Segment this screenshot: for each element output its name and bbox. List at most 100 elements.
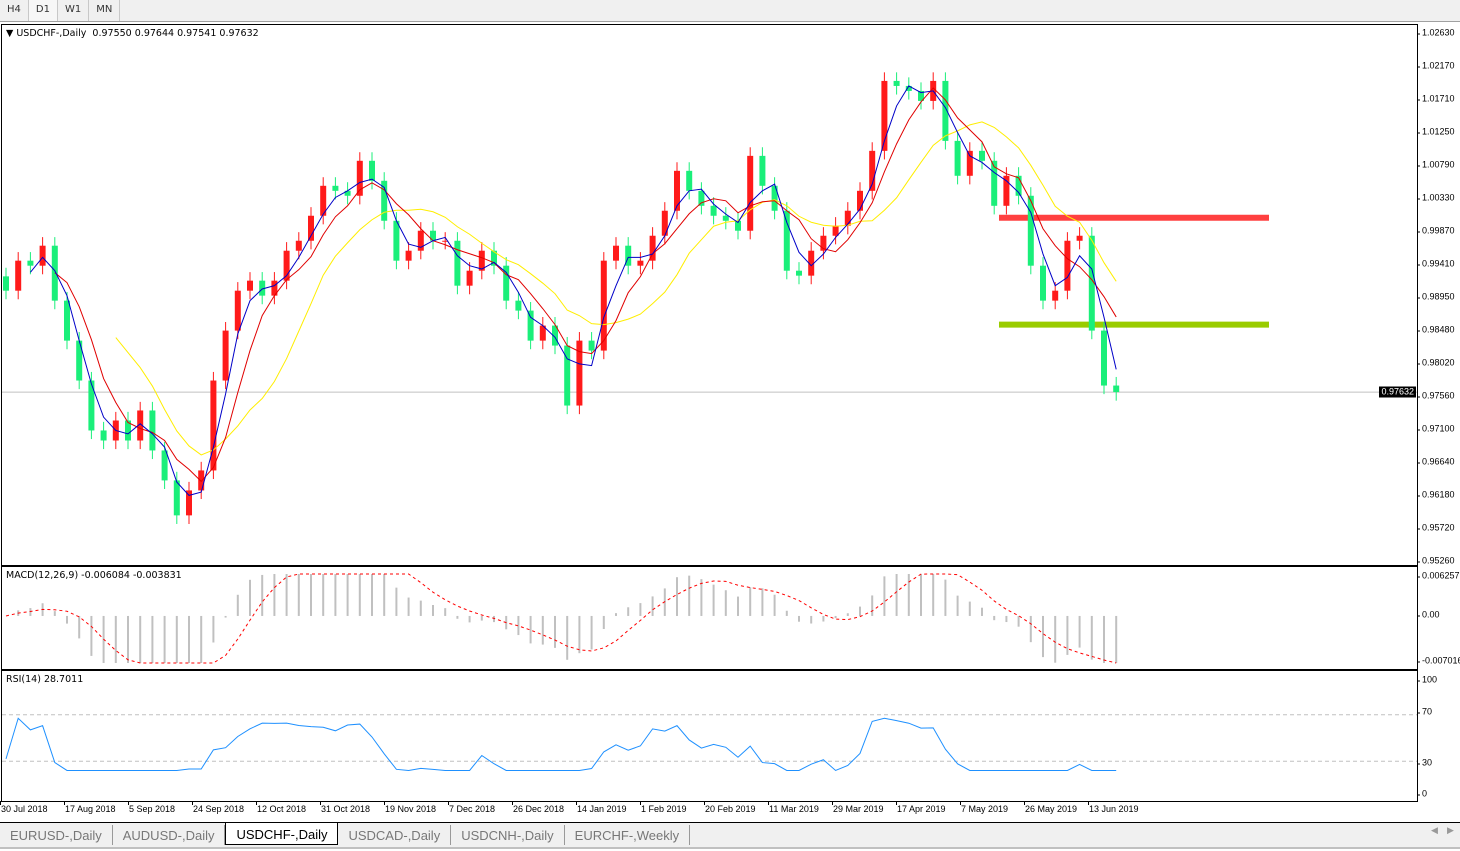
date-label: 26 Dec 2018 — [511, 801, 565, 814]
timeframe-h4[interactable]: H4 — [0, 0, 29, 21]
timeframe-w1[interactable]: W1 — [58, 0, 90, 21]
candle-body — [649, 235, 656, 261]
tab-audusd-daily[interactable]: AUDUSD-,Daily — [113, 825, 226, 845]
price-axis-label: 1.00790 — [1417, 159, 1455, 170]
price-chart — [2, 72, 1417, 524]
candle-body — [893, 80, 900, 86]
candle-body — [149, 410, 156, 451]
rsi-pane[interactable]: RSI(14) 28.7011 — [1, 670, 1418, 802]
scroll-right-icon[interactable]: ▶ — [1447, 826, 1454, 836]
rsi-axis-70: 70 — [1416, 706, 1433, 717]
macd-label: MACD(12,26,9) -0.006084 -0.003831 — [6, 570, 182, 581]
candle-body — [210, 380, 217, 471]
candle-body — [295, 240, 302, 251]
candle-body — [674, 170, 680, 211]
price-axis-label: 0.96640 — [1417, 456, 1455, 467]
candle-body — [15, 260, 22, 291]
candle-body — [991, 160, 998, 206]
rsi-axis-30: 30 — [1416, 757, 1433, 768]
moving-average-10 — [54, 87, 1117, 483]
macd-axis: 0.006257 0.00 -0.007016 — [1417, 566, 1460, 668]
candle-body — [186, 490, 192, 516]
price-axis-label: 0.97100 — [1417, 423, 1455, 434]
ohlc-close: 0.97632 — [219, 28, 259, 39]
price-axis-label: 0.99410 — [1417, 258, 1455, 269]
timeframe-d1[interactable]: D1 — [28, 0, 58, 21]
candle-body — [588, 340, 595, 351]
candle-body — [722, 215, 729, 221]
candle-body — [1015, 175, 1022, 196]
date-label: 17 Apr 2019 — [896, 801, 946, 814]
candle-body — [247, 280, 253, 291]
candle-body — [1064, 240, 1071, 291]
candle-body — [405, 250, 412, 261]
candle-body — [747, 155, 754, 231]
candle-body — [698, 190, 705, 206]
price-axis-label: 0.98950 — [1417, 291, 1455, 302]
candle-body — [320, 185, 327, 216]
candle-body — [771, 185, 778, 211]
candle-body — [979, 150, 985, 161]
macd-chart — [5, 573, 1118, 664]
rsi-axis: 100 70 30 0 — [1416, 670, 1460, 800]
tab-usdchf-daily[interactable]: USDCHF-,Daily — [225, 823, 339, 845]
candle-body — [259, 280, 266, 296]
candle-body — [808, 250, 815, 276]
candle-body — [3, 276, 9, 291]
candle-body — [942, 80, 949, 141]
candle-body — [64, 300, 70, 341]
scroll-left-icon[interactable]: ◀ — [1431, 826, 1438, 836]
date-label: 20 Feb 2019 — [704, 801, 756, 814]
date-label: 11 Mar 2019 — [768, 801, 819, 814]
price-axis-label: 1.01250 — [1417, 126, 1455, 137]
rsi-line — [5, 717, 1117, 772]
moving-average-20 — [115, 121, 1117, 456]
timeframe-mn[interactable]: MN — [89, 0, 121, 21]
candle-body — [820, 235, 827, 251]
candle-body — [625, 245, 632, 266]
date-label: 26 May 2019 — [1023, 801, 1078, 814]
candle-body — [430, 230, 436, 241]
candle-body — [1076, 235, 1083, 241]
macd-pane[interactable]: MACD(12,26,9) -0.006084 -0.003831 — [1, 566, 1418, 670]
candle-body — [173, 480, 180, 516]
tab-eurusd-daily[interactable]: EURUSD-,Daily — [0, 825, 113, 845]
chart-menu-triangle-icon[interactable]: ▼ — [6, 28, 14, 39]
macd-axis-min: -0.007016 — [1417, 656, 1460, 667]
candle-body — [735, 220, 741, 231]
candle-body — [686, 170, 693, 191]
price-axis-label: 0.99870 — [1417, 225, 1455, 236]
chart-header: ▼ USDCHF-,Daily 0.97550 0.97644 0.97541 … — [6, 28, 259, 39]
tab-eurchf-weekly[interactable]: EURCHF-,Weekly — [565, 825, 691, 845]
date-label: 14 Jan 2019 — [576, 801, 627, 814]
ohlc-open: 0.97550 — [92, 28, 132, 39]
candle-body — [137, 410, 144, 441]
candle-body — [881, 80, 888, 151]
tab-usdcnh-daily[interactable]: USDCNH-,Daily — [451, 825, 565, 845]
rsi-axis-0: 0 — [1416, 788, 1428, 799]
ohlc-high: 0.97644 — [134, 28, 175, 39]
price-axis-label: 0.98020 — [1417, 357, 1455, 368]
candle-body — [308, 215, 314, 241]
candle-body — [88, 380, 95, 431]
chart-tabs: EURUSD-,Daily AUDUSD-,Daily USDCHF-,Dail… — [0, 822, 1460, 849]
candle-body — [27, 260, 34, 266]
price-axis-label: 1.01710 — [1417, 93, 1455, 104]
candle-body — [1088, 235, 1095, 331]
candle-body — [234, 290, 241, 331]
candle-body — [1052, 290, 1059, 301]
candle-body — [796, 270, 802, 276]
candle-body — [393, 220, 400, 261]
candle-body — [527, 310, 534, 341]
candle-body — [222, 330, 229, 381]
candle-body — [844, 210, 851, 226]
date-label: 24 Sep 2018 — [191, 801, 245, 814]
date-label: 7 May 2019 — [959, 801, 1009, 814]
tab-usdcad-daily[interactable]: USDCAD-,Daily — [338, 825, 452, 845]
price-chart-pane[interactable]: ▼ USDCHF-,Daily 0.97550 0.97644 0.97541 … — [1, 24, 1418, 566]
moving-average-5 — [30, 85, 1117, 496]
candle-body — [442, 240, 449, 242]
candle-body — [783, 210, 790, 271]
macd-signal-line — [5, 573, 1117, 664]
macd-axis-zero: 0.00 — [1417, 609, 1440, 620]
